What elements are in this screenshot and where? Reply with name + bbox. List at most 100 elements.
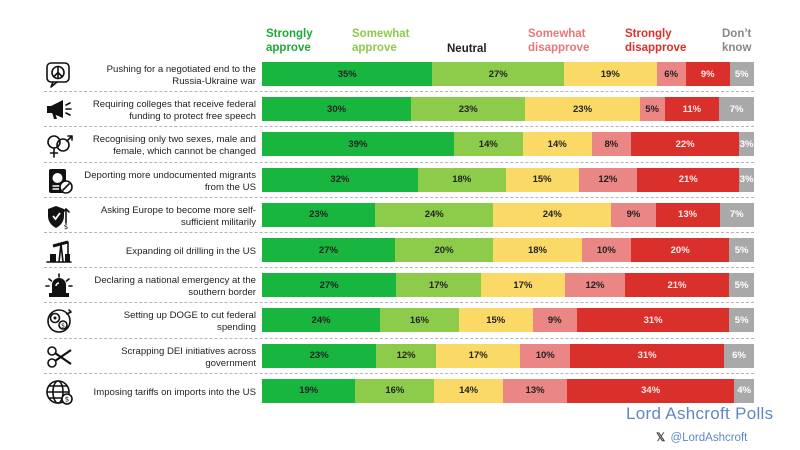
bar-segment: 6% (724, 343, 754, 368)
chart-row: Expanding oil drilling in the US 27% 20% 18… (0, 233, 800, 271)
category-label: Recognising only two sexes, male and fem… (92, 134, 256, 158)
category-label: Requiring colleges that receive federal … (92, 99, 256, 123)
chart-row: $ Setting up DOGE to cut federal spending… (0, 303, 800, 341)
category-label: Setting up DOGE to cut federal spending (123, 310, 256, 334)
stacked-bar: 19% 16% 14% 13% 34% 4% (262, 378, 754, 403)
data-label: 34% (641, 385, 661, 397)
data-label: 22% (675, 138, 695, 150)
chart-row: Recognising only two sexes, male and fem… (0, 127, 800, 165)
chart-row: Requiring colleges that receive federal … (0, 92, 800, 130)
chart-row: Deporting more undocumented migrants fro… (0, 163, 800, 201)
megaphone-icon (44, 95, 74, 125)
gender-symbols-icon (44, 130, 74, 160)
bar-segment: 10% (581, 238, 631, 262)
legend-item: Strongly approve (266, 28, 313, 54)
bar-segment: 21% (637, 167, 740, 192)
stacked-bar: 39% 14% 14% 8% 22% 3% (262, 132, 754, 157)
bar-segment: 9% (532, 308, 577, 333)
data-label: 31% (643, 314, 663, 326)
data-label: 7% (729, 209, 744, 221)
data-label: 16% (385, 385, 405, 397)
stacked-bar: 24% 16% 15% 9% 31% 5% (262, 308, 754, 333)
bar-segment: 27% (432, 62, 564, 86)
bar-segment: 9% (611, 202, 656, 227)
data-label: 11% (682, 103, 702, 115)
bar-segment: 7% (719, 202, 754, 227)
data-label: 31% (637, 350, 657, 362)
bar-segment: 24% (262, 308, 381, 333)
data-label: 24% (542, 209, 562, 221)
data-label: 18% (452, 174, 472, 186)
bar-segment: 14% (453, 132, 523, 157)
bar-segment: 12% (578, 167, 638, 192)
bar-segment: 6% (656, 62, 686, 86)
data-label: 20% (434, 244, 454, 256)
bar-segment: 16% (380, 308, 459, 333)
data-label: 14% (478, 138, 498, 150)
data-label: 15% (532, 174, 552, 186)
legend-item: Somewhat approve (352, 28, 410, 54)
data-label: 18% (527, 244, 547, 256)
bar-segment: 18% (493, 238, 582, 262)
data-label: 27% (318, 244, 338, 256)
bar-segment: 24% (375, 202, 494, 227)
data-label: 6% (664, 68, 679, 80)
bar-segment: 23% (262, 343, 377, 368)
bar-segment: 31% (570, 343, 725, 368)
data-label: 12% (396, 350, 416, 362)
data-label: 27% (319, 279, 339, 291)
bar-segment: 23% (525, 97, 640, 122)
data-label: 19% (600, 68, 620, 80)
bar-segment: 5% (729, 62, 754, 86)
svg-text:$: $ (61, 323, 65, 330)
data-label: 13% (678, 209, 698, 221)
bar-segment: 19% (564, 62, 657, 86)
row-separator (44, 372, 754, 374)
bar-segment: 21% (624, 273, 730, 298)
gears-cost-icon: $ (44, 306, 74, 336)
data-label: 9% (547, 314, 562, 326)
stacked-bar: 23% 12% 17% 10% 31% 6% (262, 343, 754, 368)
data-label: 5% (645, 103, 659, 115)
data-label: 10% (596, 244, 616, 256)
bar-segment: 14% (434, 378, 504, 403)
handle-text: @LordAshcroft (670, 432, 748, 444)
data-label: 23% (309, 209, 329, 221)
data-label: 7% (729, 103, 744, 115)
bar-segment: 5% (729, 238, 754, 262)
data-label: 12% (598, 174, 618, 186)
bar-segment: 27% (262, 273, 397, 298)
row-separator (44, 196, 754, 198)
data-label: 21% (678, 174, 698, 186)
row-separator (44, 302, 754, 304)
category-label: Pushing for a negotiated end to the Russ… (106, 64, 256, 87)
stacked-bar: 35% 27% 19% 6% 9% 5% (262, 62, 754, 86)
row-separator (44, 267, 754, 269)
data-label: 5% (734, 68, 749, 80)
bar-segment: 39% (262, 132, 454, 157)
data-label: 9% (700, 68, 715, 80)
bar-segment: 3% (739, 132, 754, 157)
bar-segment: 35% (262, 62, 433, 86)
stacked-bar: 27% 20% 18% 10% 20% 5% (262, 238, 754, 262)
category-label: Declaring a national emergency at the so… (94, 275, 256, 299)
bar-segment: 4% (734, 378, 754, 403)
bar-segment: 5% (639, 97, 665, 122)
data-label: 5% (734, 279, 749, 291)
data-label: 5% (734, 314, 749, 326)
category-label: Asking Europe to become more self-suffic… (100, 204, 256, 228)
chart-row: $ Asking Europe to become more self-suffi… (0, 198, 800, 236)
x-logo-icon: 𝕏 (656, 432, 666, 444)
social-handle[interactable]: 𝕏 @LordAshcroft (656, 430, 747, 444)
data-label: 14% (547, 138, 567, 150)
row-separator (44, 337, 754, 339)
bar-segment: 30% (262, 97, 412, 122)
data-label: 9% (626, 209, 641, 221)
bar-segment: 17% (396, 273, 481, 298)
bar-segment: 11% (664, 97, 720, 122)
data-label: 12% (585, 279, 605, 291)
bar-segment: 16% (355, 378, 435, 403)
data-label: 17% (513, 279, 533, 291)
legend-item: Don’t know (722, 28, 752, 54)
data-label: 3% (739, 138, 754, 150)
